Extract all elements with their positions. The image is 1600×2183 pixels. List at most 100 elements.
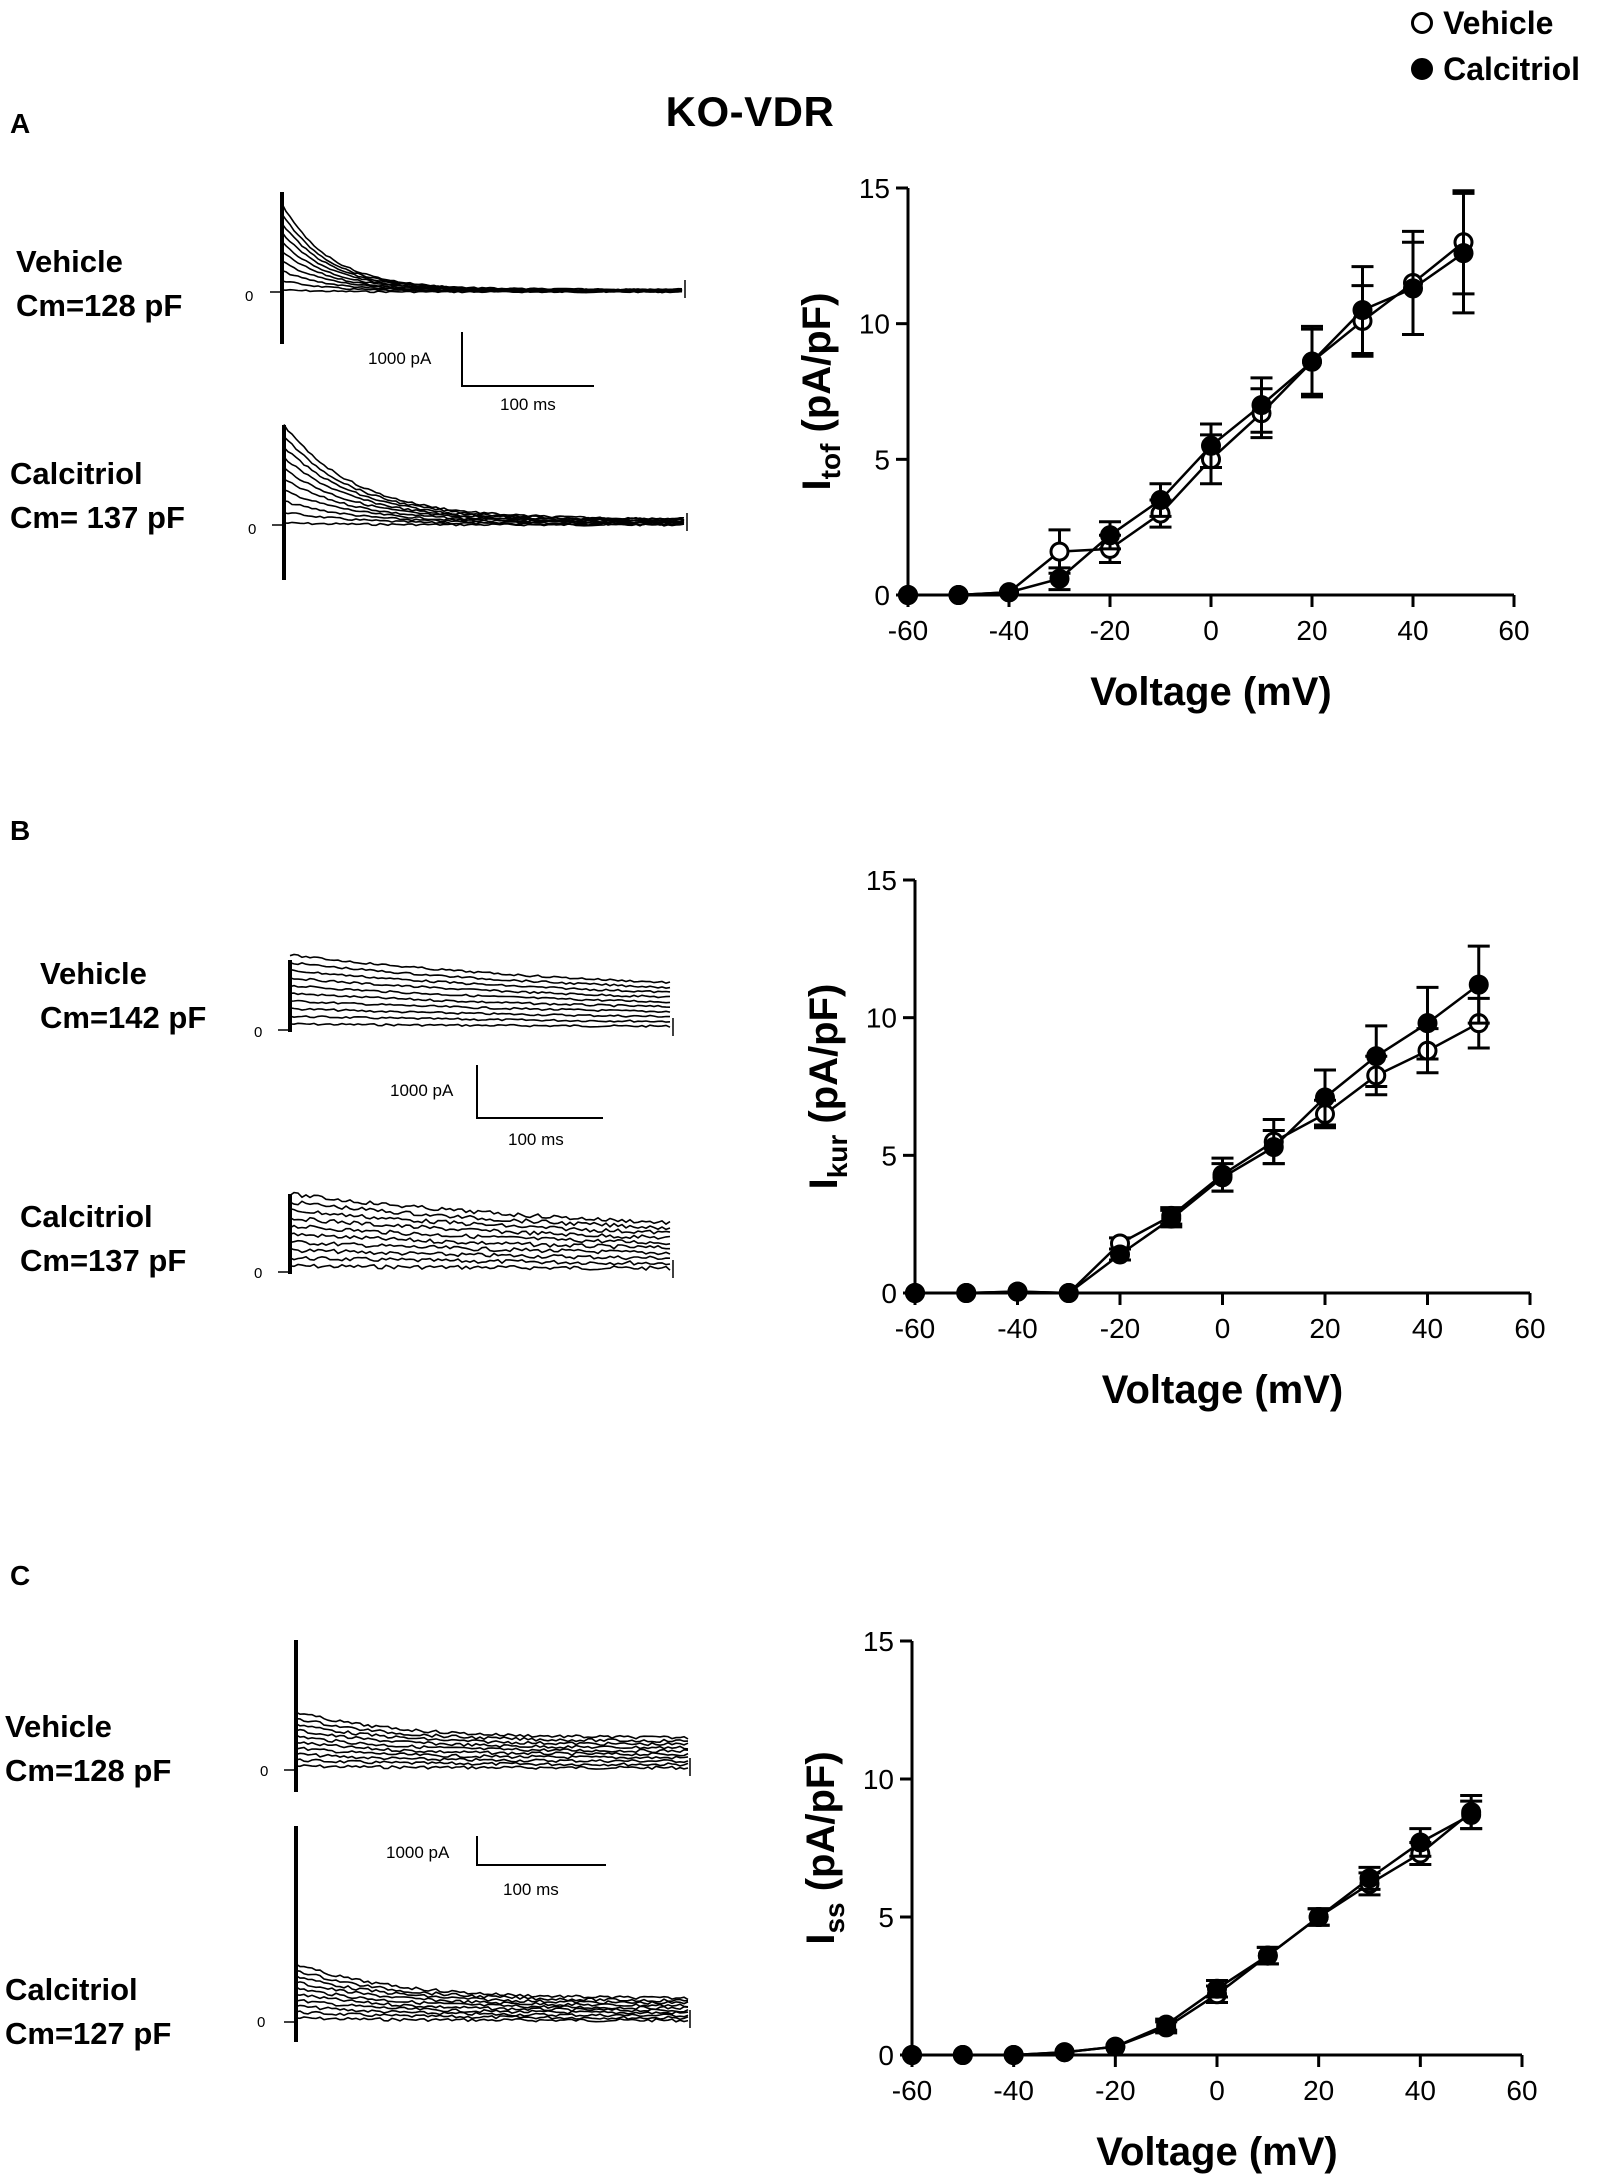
series-line (912, 1813, 1472, 2057)
zero-label: 0 (254, 1024, 262, 1041)
current-trace (289, 992, 671, 1008)
trace-set (284, 1826, 691, 2042)
legend-calcitriol: Calcitriol (1411, 46, 1580, 92)
panel-a-calcitriol: Calcitriol Cm= 137 pF (10, 452, 185, 540)
current-trace (289, 1191, 671, 1226)
data-point (1212, 1167, 1233, 1188)
current-trace (295, 1758, 689, 1767)
zero-label: 0 (245, 288, 253, 305)
panel-c-calcitriol: Calcitriol Cm=127 pF (5, 1968, 171, 2056)
data-point (1251, 395, 1272, 416)
series-line (908, 241, 1465, 597)
current-trace (295, 1741, 689, 1757)
y-tick-label: 0 (874, 580, 890, 611)
current-trace (295, 1963, 689, 2001)
data-point (1403, 278, 1423, 299)
y-axis-label: Iss (pA/pF) (799, 1751, 850, 1944)
data-point (1161, 1208, 1182, 1229)
panel-letter-a: A (10, 108, 31, 139)
panel-b-vehicle: Vehicle Cm=142 pF (40, 952, 206, 1040)
x-tick-label: 60 (1514, 1313, 1545, 1344)
panel-a-vehicle: Vehicle Cm=128 pF (16, 240, 182, 328)
data-point (1352, 300, 1373, 321)
data-point (1049, 568, 1070, 589)
legend-vehicle: Vehicle (1411, 0, 1580, 46)
current-trace (289, 1015, 671, 1023)
series-line (912, 1811, 1472, 2057)
data-point (1468, 974, 1489, 995)
current-trace (289, 1247, 671, 1261)
current-trace (289, 977, 671, 999)
x-axis-label: Voltage (mV) (1090, 670, 1332, 714)
data-point (905, 1283, 925, 1303)
scale-pa-label: 1000 pA (386, 1843, 450, 1862)
x-tick-label: -60 (895, 1313, 935, 1344)
y-tick-label: 0 (878, 2040, 894, 2071)
current-trace (295, 1981, 689, 2008)
data-point (1207, 1978, 1227, 1999)
legend: Vehicle Calcitriol (1411, 0, 1580, 92)
condition-label: Vehicle (40, 956, 147, 991)
y-tick-label: 5 (874, 444, 890, 475)
x-tick-label: -40 (993, 2075, 1033, 2106)
y-tick-label: 15 (863, 1626, 894, 1657)
scale-bar-a: 1000 pA 100 ms (368, 332, 594, 414)
current-trace (283, 466, 685, 523)
current-trace (283, 424, 684, 521)
x-tick-label: -40 (989, 615, 1029, 646)
data-point (1308, 1907, 1329, 1927)
x-tick-label: -20 (1100, 1313, 1140, 1344)
series-calcitriol (898, 191, 1475, 605)
data-point (902, 2045, 922, 2065)
iv-chart-c: 0 5 10 15 -60 -40 -20 0 20 40 60 Voltage (mV) Iss (p… (799, 1626, 1538, 2174)
x-axis-label: Voltage (mV) (1096, 2130, 1338, 2174)
open-circle-icon (1411, 12, 1434, 34)
data-point (1100, 525, 1120, 546)
data-point (1257, 1945, 1278, 1966)
scale-ms-label: 100 ms (508, 1130, 564, 1149)
current-trace (289, 1022, 671, 1028)
current-trace (295, 2010, 689, 2021)
capacitance-label: Cm=137 pF (20, 1243, 187, 1278)
current-trace (295, 1734, 689, 1754)
current-trace (295, 1998, 689, 2015)
current-trace (289, 968, 671, 994)
data-point (1315, 1087, 1335, 1108)
series-line (915, 1022, 1480, 1295)
scale-bar-b: 1000 pA 100 ms (390, 1065, 603, 1149)
trace-set (278, 953, 674, 1036)
trace-set (278, 1191, 674, 1278)
y-tick-label: 10 (863, 1764, 894, 1795)
data-point (1049, 541, 1070, 562)
x-tick-label: 0 (1209, 2075, 1225, 2106)
y-tick-label: 0 (881, 1278, 897, 1309)
y-tick-label: 10 (859, 309, 890, 340)
zero-label: 0 (248, 521, 256, 538)
filled-circle-icon (1411, 58, 1434, 80)
data-point (1359, 1868, 1380, 1889)
current-trace (295, 1764, 689, 1771)
condition-label: Calcitriol (20, 1199, 153, 1234)
zero-label: 0 (257, 2014, 265, 2031)
current-trace (295, 2004, 689, 2018)
trace-set (272, 424, 688, 580)
data-point (948, 585, 969, 605)
data-point (1461, 1804, 1482, 1825)
capacitance-label: Cm=142 pF (40, 1000, 207, 1035)
x-tick-label: 20 (1303, 2075, 1334, 2106)
legend-vehicle-label: Vehicle (1443, 5, 1554, 41)
current-trace (289, 953, 671, 985)
condition-label: Calcitriol (10, 456, 143, 491)
x-tick-label: 40 (1412, 1313, 1443, 1344)
current-trace (289, 1207, 671, 1235)
series-line (908, 252, 1465, 597)
scale-pa-label: 1000 pA (368, 349, 432, 368)
current-trace (289, 1263, 671, 1272)
current-trace (295, 1752, 689, 1764)
current-trace (289, 1007, 671, 1018)
panel-letter-c: C (10, 1560, 31, 1591)
data-point (956, 1283, 977, 1303)
current-trace (289, 1239, 671, 1256)
x-tick-label: -20 (1095, 2075, 1135, 2106)
